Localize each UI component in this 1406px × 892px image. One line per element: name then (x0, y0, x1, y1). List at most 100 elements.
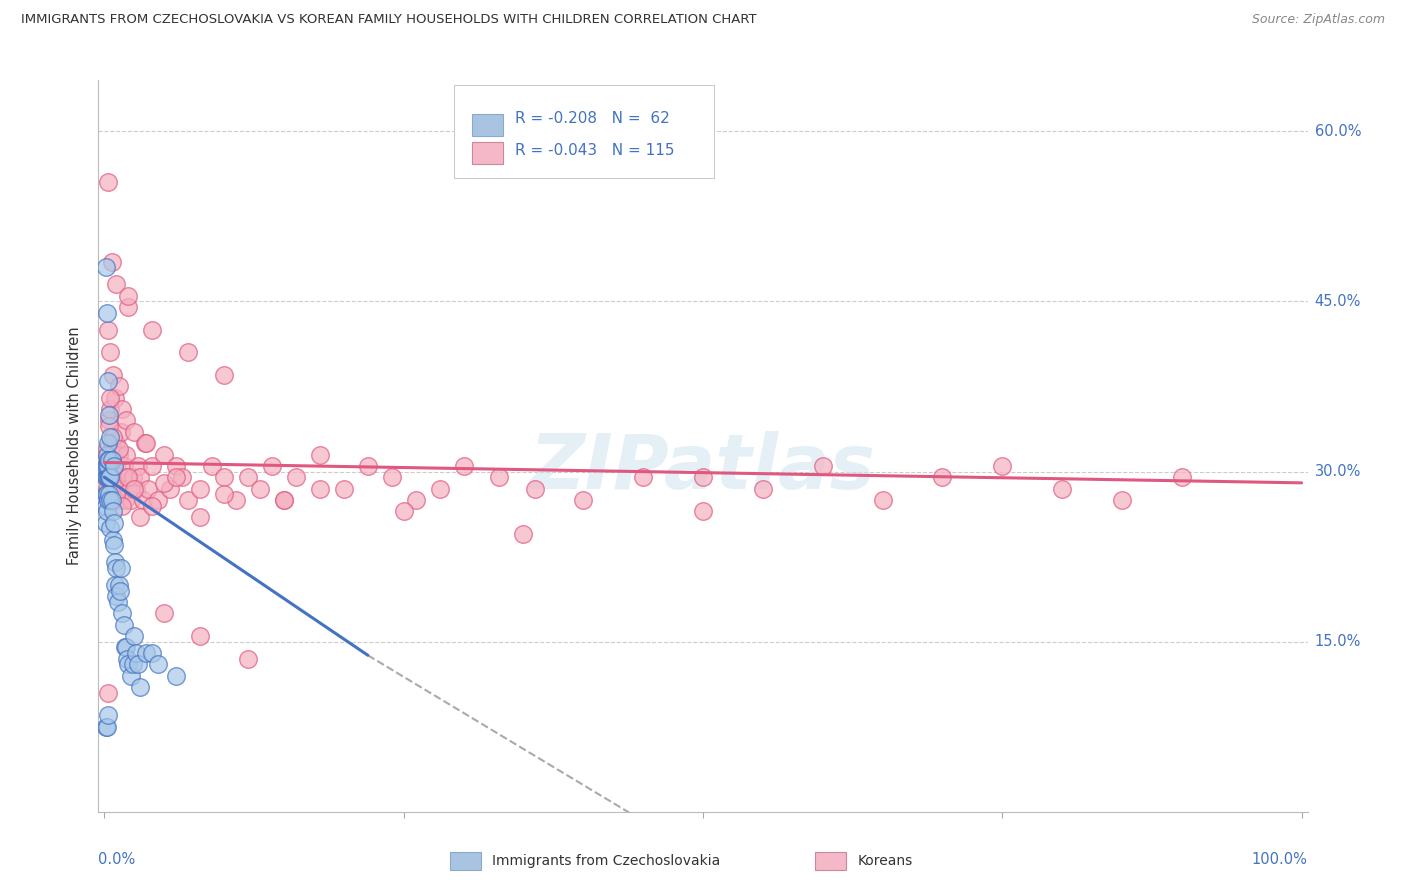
Point (105, 277, 128, 292)
Point (104, 482, 127, 496)
Point (273, 492, 295, 507)
Point (117, 289, 139, 303)
Point (212, 487, 235, 501)
Point (97, 492, 120, 507)
Point (212, 470, 235, 484)
Point (96, 482, 118, 496)
Point (101, 492, 124, 507)
Point (124, 482, 146, 496)
Point (96, 487, 118, 501)
Point (96, 442, 118, 456)
Point (100, 402, 122, 417)
Point (101, 504, 124, 518)
Point (872, 492, 894, 507)
Point (97, 458, 120, 473)
Point (120, 492, 142, 507)
Point (136, 482, 159, 496)
Point (153, 448, 176, 462)
Point (111, 482, 134, 496)
Point (111, 499, 134, 513)
Text: IMMIGRANTS FROM CZECHOSLOVAKIA VS KOREAN FAMILY HOUSEHOLDS WITH CHILDREN CORRELA: IMMIGRANTS FROM CZECHOSLOVAKIA VS KOREAN… (21, 13, 756, 27)
Point (94, 516, 117, 530)
Point (236, 470, 259, 484)
Point (100, 492, 122, 507)
Point (98, 487, 121, 501)
Point (96, 458, 118, 473)
Point (122, 657, 145, 672)
Point (159, 482, 181, 496)
Point (98, 413, 121, 427)
Point (104, 578, 127, 592)
Text: R = -0.043   N = 115: R = -0.043 N = 115 (515, 143, 673, 158)
Point (284, 470, 307, 484)
Point (524, 482, 547, 496)
Point (1050, 482, 1073, 496)
Point (201, 458, 224, 473)
Point (260, 458, 283, 473)
Point (115, 640, 138, 655)
Point (148, 492, 170, 507)
Point (135, 436, 157, 450)
Text: 0.0%: 0.0% (98, 852, 135, 867)
Point (100, 453, 122, 467)
Point (124, 629, 146, 643)
Point (117, 300, 139, 314)
Point (100, 470, 122, 484)
Point (249, 482, 271, 496)
Point (97, 492, 120, 507)
Point (429, 482, 451, 496)
Point (97, 470, 120, 484)
Point (98, 453, 121, 467)
Point (165, 458, 187, 473)
Point (105, 589, 128, 603)
Point (127, 458, 149, 473)
Point (273, 492, 295, 507)
Point (153, 607, 176, 621)
Point (97, 708, 120, 723)
Point (188, 482, 211, 496)
Point (94, 453, 117, 467)
Point (97, 323, 120, 337)
Point (94, 487, 117, 501)
Point (97, 448, 120, 462)
Point (309, 482, 332, 496)
Point (114, 640, 136, 655)
Point (692, 470, 714, 484)
Point (381, 470, 404, 484)
Point (100, 254, 122, 268)
Point (991, 458, 1014, 473)
Point (97, 175, 120, 189)
Point (96, 720, 118, 734)
Point (512, 527, 534, 541)
Point (141, 323, 163, 337)
Point (188, 509, 211, 524)
Point (631, 470, 654, 484)
Point (98, 458, 121, 473)
Point (94, 260, 117, 275)
Point (134, 436, 156, 450)
Text: 100.0%: 100.0% (1251, 852, 1308, 867)
Text: 60.0%: 60.0% (1315, 124, 1361, 139)
Point (112, 617, 135, 632)
Point (105, 487, 128, 501)
Point (100, 482, 122, 496)
Point (103, 516, 125, 530)
Point (101, 448, 124, 462)
Point (129, 470, 152, 484)
Point (96, 448, 118, 462)
Point (141, 646, 163, 660)
Point (931, 470, 953, 484)
Point (488, 470, 510, 484)
Point (100, 470, 122, 484)
Point (392, 504, 415, 518)
Point (572, 492, 595, 507)
Point (177, 492, 200, 507)
Point (124, 646, 146, 660)
Point (112, 458, 135, 473)
Point (103, 475, 125, 490)
Text: Immigrants from Czechoslovakia: Immigrants from Czechoslovakia (492, 854, 720, 868)
Point (98, 419, 121, 434)
Point (100, 430, 122, 444)
Point (172, 470, 194, 484)
Point (1171, 470, 1194, 484)
